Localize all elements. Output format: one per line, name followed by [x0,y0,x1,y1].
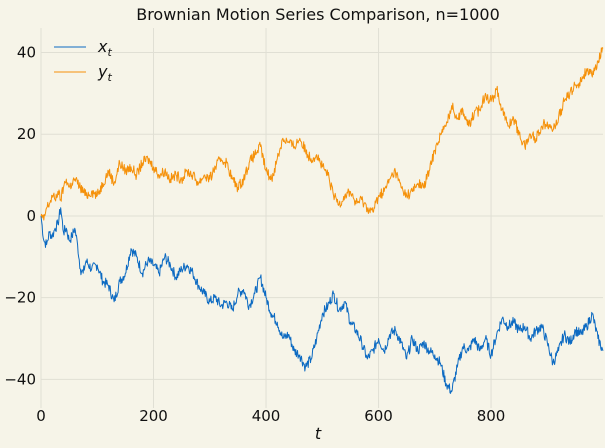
y-tick-label: −40 [4,370,36,388]
y-tick-label: 20 [17,125,36,143]
chart-title: Brownian Motion Series Comparison, n=100… [136,5,500,24]
y-axis-ticks: −40 −20 0 20 40 [4,44,36,389]
grid [40,28,603,408]
series-line-yt [40,47,604,221]
series-line-xt [40,207,604,394]
x-tick-label: 400 [252,407,281,425]
x-axis-label: t [315,424,322,443]
y-tick-label: −20 [4,289,36,307]
x-tick-label: 800 [477,407,506,425]
x-axis-ticks: 0 200 400 600 800 [36,407,505,425]
x-tick-label: 600 [364,407,393,425]
legend: xt yt [54,37,112,84]
y-tick-label: 40 [17,44,36,62]
legend-label: xt [97,37,112,59]
x-tick-label: 200 [139,407,168,425]
x-tick-label: 0 [36,407,46,425]
series-layer [40,47,604,394]
y-tick-label: 0 [26,207,36,225]
legend-label: yt [97,62,112,84]
